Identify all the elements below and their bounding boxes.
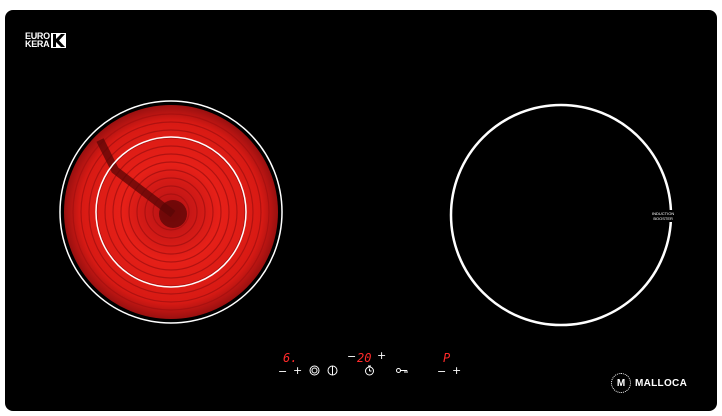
booster-label-line-2: BOOSTER [653, 216, 673, 221]
cooktop-glass-panel: EURO KERA [5, 10, 717, 411]
left-zone-inner-ring [95, 136, 247, 288]
k-mark-icon [50, 32, 66, 48]
power-icon[interactable] [327, 365, 338, 376]
right-induction-zone[interactable] [449, 103, 673, 327]
logo-line-2: KERA [25, 39, 50, 49]
malloca-badge-icon: M [611, 373, 631, 393]
cooking-zones [59, 100, 673, 327]
left-zone-outer-ring [59, 100, 283, 324]
left-zone-minus-button[interactable]: − [278, 365, 288, 378]
malloca-brand: M MALLOCA [611, 373, 687, 393]
timer-minus-button[interactable]: − [347, 350, 357, 363]
malloca-wordmark: MALLOCA [635, 377, 688, 389]
booster-label-line-1: INDUCTION [652, 211, 675, 216]
right-zone-level-display: P [443, 351, 451, 365]
coil-lead [96, 138, 176, 218]
key-lock-icon[interactable] [396, 366, 408, 375]
timer-icon[interactable] [364, 365, 375, 376]
logo-wordmark: EURO KERA [25, 31, 50, 49]
left-radiant-zone[interactable] [59, 100, 283, 324]
zone-select-icon[interactable] [309, 365, 320, 376]
right-zone-ring [449, 103, 673, 327]
timer-plus-button[interactable]: + [377, 349, 387, 362]
left-zone-plus-button[interactable]: + [293, 364, 303, 377]
left-zone-level-display: 6. [283, 351, 298, 365]
right-zone-plus-button[interactable]: + [452, 364, 462, 377]
right-zone-minus-button[interactable]: − [437, 365, 447, 378]
logo-k-mark [50, 32, 66, 48]
heating-coil-pattern [72, 113, 270, 311]
eurokera-logo: EURO KERA [25, 31, 66, 49]
timer-display: 20 [357, 351, 372, 365]
logo-line-1: EURO [25, 31, 50, 41]
induction-booster-label: INDUCTION BOOSTER [651, 210, 676, 222]
